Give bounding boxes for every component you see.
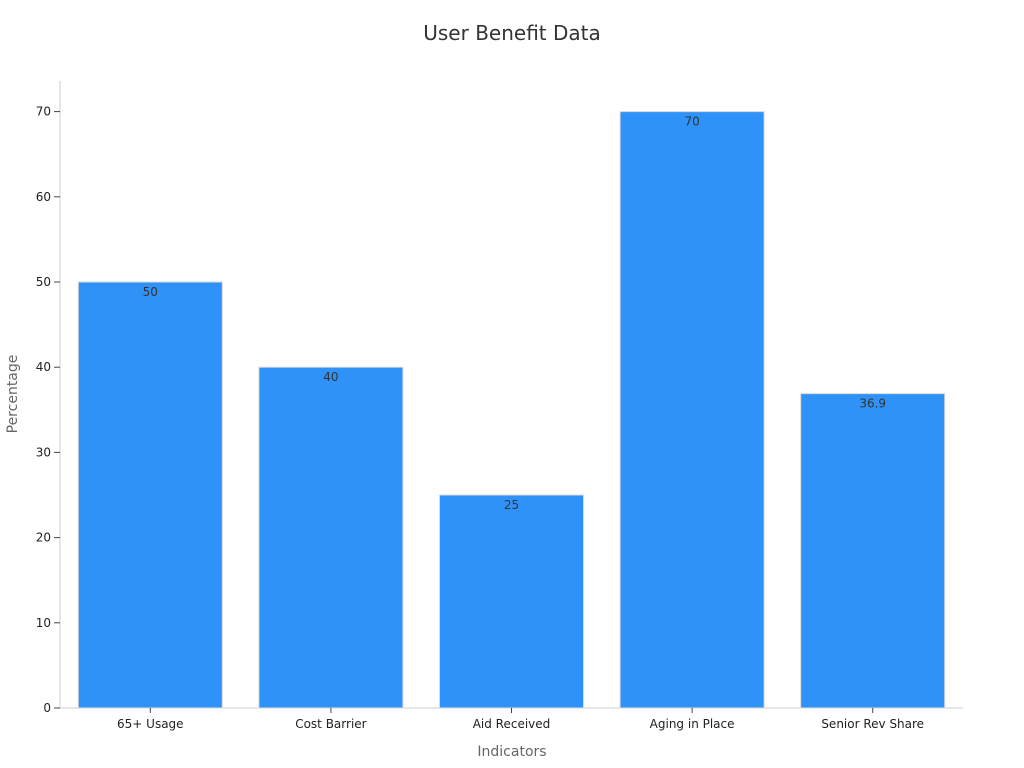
x-tick-label-4: Senior Rev Share <box>821 717 924 731</box>
y-tick-label-6: 60 <box>36 190 51 204</box>
bar-4[interactable] <box>800 393 946 709</box>
data-label-3: 70 <box>684 115 699 129</box>
y-tick-label-0: 0 <box>43 701 51 715</box>
y-tick-label-3: 30 <box>36 445 51 459</box>
x-tick-label-3: Aging in Place <box>650 717 735 731</box>
plot-area: 0 10 20 30 40 50 60 70 65+ Usage 50 Cost Barrier 40… <box>36 81 963 731</box>
x-tick-label-0: 65+ Usage <box>117 717 184 731</box>
data-label-2: 25 <box>504 498 519 512</box>
y-tick-label-2: 20 <box>36 531 51 545</box>
x-tick-label-1: Cost Barrier <box>295 717 366 731</box>
bar-1[interactable] <box>258 366 404 709</box>
data-label-0: 50 <box>143 285 158 299</box>
x-axis-label: Indicators <box>477 744 546 760</box>
data-label-4: 36.9 <box>859 397 886 411</box>
bar-3[interactable] <box>619 111 765 709</box>
bar-0[interactable] <box>77 281 223 709</box>
y-tick-label-7: 70 <box>36 105 51 119</box>
bar-2[interactable] <box>439 494 584 709</box>
data-label-1: 40 <box>323 370 338 384</box>
y-tick-label-4: 40 <box>36 360 51 374</box>
y-axis-label: Percentage <box>5 355 21 434</box>
y-tick-label-5: 50 <box>36 275 51 289</box>
y-tick-label-1: 10 <box>36 616 51 630</box>
x-tick-label-2: Aid Received <box>473 717 551 731</box>
chart-title: User Benefit Data <box>423 21 601 45</box>
